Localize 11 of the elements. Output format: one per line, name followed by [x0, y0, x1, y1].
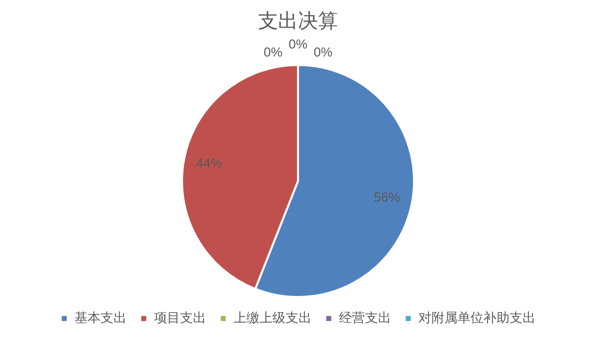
- legend-label: 经营支出: [338, 310, 391, 326]
- legend-label: 项目支出: [154, 310, 206, 326]
- legend-label: 上缴上级支出: [233, 310, 312, 326]
- data-label: 56%: [374, 190, 400, 205]
- chart-title: 支出决算: [258, 10, 338, 33]
- text: 0%: [264, 44, 282, 60]
- text: 0%: [314, 44, 332, 60]
- legend-label: 对附属单位补助支出: [418, 310, 536, 326]
- data-label: 44%: [196, 156, 223, 171]
- text: 0%: [288, 36, 308, 52]
- legend-label: 基本支出: [74, 310, 126, 326]
